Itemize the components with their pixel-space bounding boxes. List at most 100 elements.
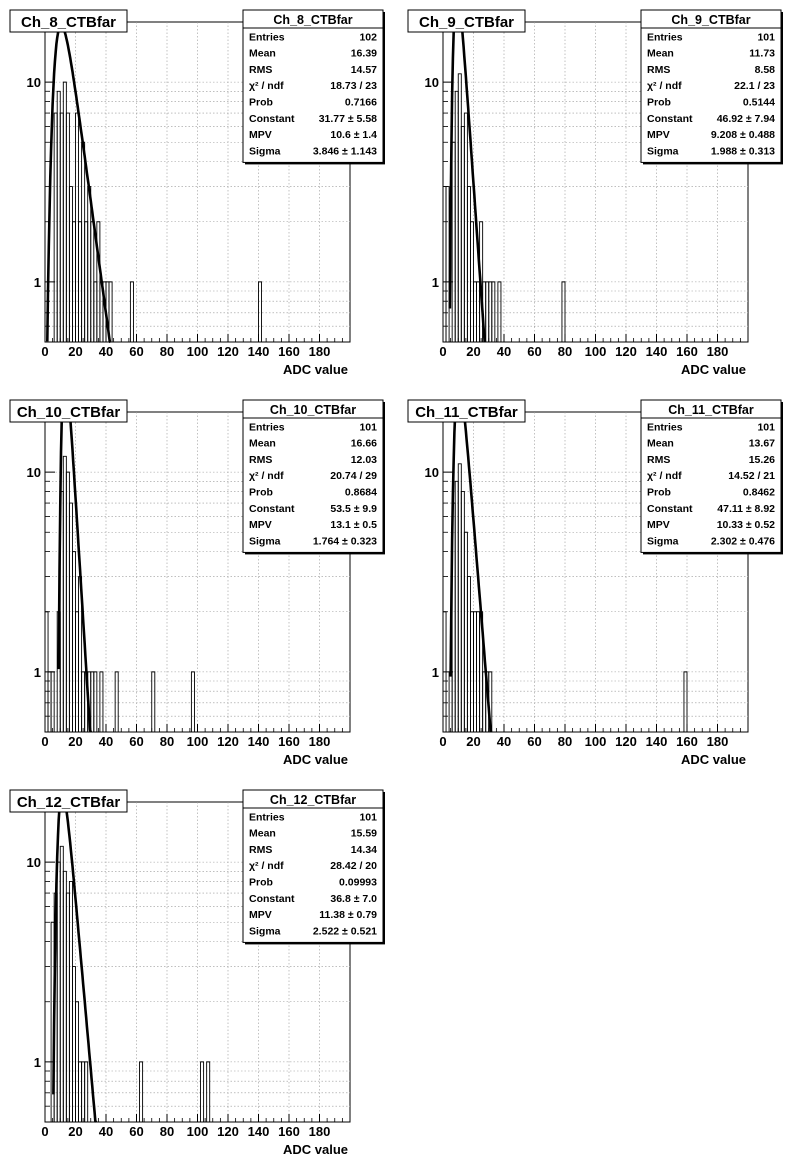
stats-label: Mean <box>647 438 674 450</box>
x-tick-label: 40 <box>99 734 113 749</box>
x-tick-label: 40 <box>497 344 511 359</box>
stats-title: Ch_10_CTBfar <box>270 403 356 417</box>
histogram-svg: 0 20 40 60 80 100 120 140 160 180 1 10 ADC value Ch_9… <box>407 9 783 377</box>
stats-value: 9.208 ± 0.488 <box>711 129 775 141</box>
stats-label: RMS <box>249 64 272 76</box>
histogram-panel: 0 20 40 60 80 100 120 140 160 180 1 10 ADC value Ch_8… <box>0 0 398 390</box>
stats-value: 3.846 ± 1.143 <box>313 145 377 157</box>
histogram-bin <box>139 1061 144 1122</box>
stats-value: 12.03 <box>351 454 377 466</box>
histogram-svg: 0 20 40 60 80 100 120 140 160 180 1 10 ADC value Ch_1… <box>407 399 783 767</box>
histogram-bin <box>129 281 134 342</box>
stats-label: RMS <box>249 844 272 856</box>
x-tick-label: 80 <box>558 344 572 359</box>
stats-value: 28.42 / 20 <box>330 860 377 872</box>
x-tick-label: 140 <box>248 1124 270 1139</box>
histogram-bin <box>108 281 113 342</box>
histogram-bin <box>491 281 496 342</box>
stats-label: MPV <box>249 129 272 141</box>
x-tick-label: 140 <box>248 344 270 359</box>
stats-value: 13.67 <box>749 438 775 450</box>
histogram-panel: 0 20 40 60 80 100 120 140 160 180 1 10 ADC value Ch_1… <box>398 390 796 780</box>
x-tick-label: 0 <box>41 344 48 359</box>
stats-value: 0.5144 <box>743 97 775 109</box>
stats-label: Entries <box>249 811 285 823</box>
stats-value: 102 <box>359 31 377 43</box>
x-tick-label: 100 <box>585 344 607 359</box>
stats-label: RMS <box>647 454 670 466</box>
stats-value: 10.33 ± 0.52 <box>717 519 775 531</box>
stats-value: 10.6 ± 1.4 <box>330 129 377 141</box>
title-box <box>9 9 128 33</box>
stats-value: 53.5 ± 9.9 <box>330 503 377 515</box>
title-box <box>9 399 128 423</box>
stats-label: Mean <box>249 48 276 60</box>
x-axis-title: ADC value <box>283 752 348 767</box>
x-tick-label: 160 <box>278 344 300 359</box>
x-tick-label: 60 <box>129 734 143 749</box>
histogram-panel: 0 20 40 60 80 100 120 140 160 180 1 10 ADC value Ch_1… <box>0 390 398 780</box>
x-tick-label: 40 <box>99 344 113 359</box>
x-tick-label: 180 <box>707 734 729 749</box>
stats-value: 20.74 / 29 <box>330 470 377 482</box>
stats-label: Prob <box>249 877 273 889</box>
stats-label: Constant <box>249 503 295 515</box>
x-tick-label: 80 <box>558 734 572 749</box>
x-axis-title: ADC value <box>283 362 348 377</box>
x-tick-label: 20 <box>466 344 480 359</box>
stats-value: 1.988 ± 0.313 <box>711 145 775 157</box>
title-box <box>407 9 526 33</box>
y-tick-label: 1 <box>34 275 41 290</box>
stats-value: 101 <box>757 421 775 433</box>
x-tick-label: 120 <box>217 734 239 749</box>
stats-value: 14.57 <box>351 64 377 76</box>
x-tick-label: 0 <box>439 734 446 749</box>
x-tick-label: 120 <box>217 344 239 359</box>
stats-label: Mean <box>647 48 674 60</box>
fit-curve <box>46 23 112 344</box>
histogram-bin <box>93 671 98 732</box>
y-tick-label: 10 <box>425 75 439 90</box>
stats-label: χ² / ndf <box>647 470 682 482</box>
stats-value: 2.302 ± 0.476 <box>711 535 775 547</box>
stats-value: 47.11 ± 8.92 <box>717 503 775 515</box>
histogram-svg: 0 20 40 60 80 100 120 140 160 180 1 10 ADC value Ch_1… <box>9 399 385 767</box>
y-tick-label: 10 <box>27 855 41 870</box>
stats-label: Sigma <box>647 535 679 547</box>
stats-value: 101 <box>359 811 377 823</box>
x-tick-label: 100 <box>187 344 209 359</box>
x-tick-label: 80 <box>160 1124 174 1139</box>
stats-value: 16.66 <box>351 438 377 450</box>
x-tick-label: 0 <box>439 344 446 359</box>
x-tick-label: 0 <box>41 1124 48 1139</box>
stats-label: Entries <box>249 421 285 433</box>
stats-label: χ² / ndf <box>249 80 284 92</box>
stats-value: 1.764 ± 0.323 <box>313 535 377 547</box>
histogram-svg: 0 20 40 60 80 100 120 140 160 180 1 10 ADC value Ch_1… <box>9 789 385 1157</box>
stats-value: 101 <box>757 31 775 43</box>
stats-label: Sigma <box>249 925 281 937</box>
stats-value: 0.09993 <box>339 877 377 889</box>
x-tick-label: 60 <box>129 1124 143 1139</box>
stats-label: χ² / ndf <box>249 470 284 482</box>
x-tick-label: 80 <box>160 734 174 749</box>
stats-label: Entries <box>647 31 683 43</box>
stats-title: Ch_11_CTBfar <box>668 403 754 417</box>
x-tick-label: 180 <box>309 734 331 749</box>
stats-label: χ² / ndf <box>647 80 682 92</box>
y-tick-label: 1 <box>34 1055 41 1070</box>
stats-title: Ch_8_CTBfar <box>273 13 352 27</box>
stats-value: 13.1 ± 0.5 <box>330 519 377 531</box>
stats-label: χ² / ndf <box>249 860 284 872</box>
stats-label: MPV <box>249 909 272 921</box>
y-tick-label: 1 <box>34 665 41 680</box>
x-tick-label: 120 <box>615 734 637 749</box>
x-tick-label: 160 <box>676 734 698 749</box>
stats-value: 46.92 ± 7.94 <box>717 113 775 125</box>
stats-value: 0.8462 <box>743 487 775 499</box>
stats-label: MPV <box>647 129 670 141</box>
x-tick-label: 160 <box>278 1124 300 1139</box>
stats-value: 15.26 <box>749 454 775 466</box>
histogram-bin <box>84 1061 89 1122</box>
histogram-bin <box>206 1061 211 1122</box>
